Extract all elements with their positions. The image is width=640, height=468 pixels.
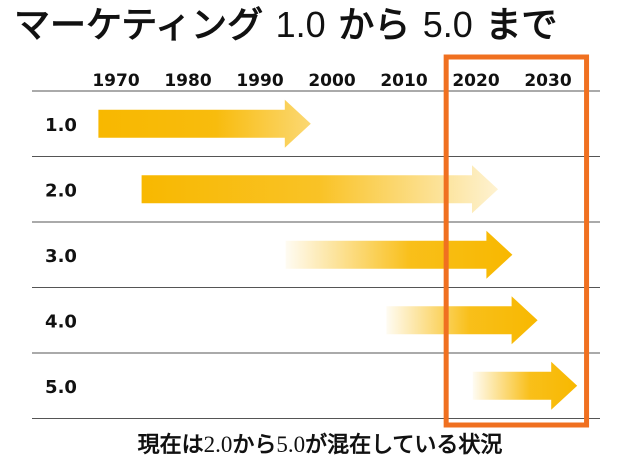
title-text-2: から — [325, 5, 423, 46]
year-label-1980: 1980 — [164, 71, 211, 91]
footer-caption: 現在は2.0から5.0が混在している状況 — [0, 428, 640, 462]
current-period-highlight — [443, 54, 590, 428]
title-version-end: 5.0 — [422, 4, 473, 45]
year-label-2000: 2000 — [308, 71, 355, 91]
title-text-3: まで — [472, 5, 558, 46]
footer-text-3: が混在している状況 — [305, 433, 503, 458]
arrow-3.0 — [285, 230, 513, 279]
arrow-5.0 — [472, 361, 578, 410]
year-label-2020: 2020 — [452, 71, 499, 91]
arrow-2.0 — [141, 165, 498, 214]
timeline-diagram: 1970 1980 1990 2000 2010 2020 2030 1.0 2.0 3.0 4.… — [32, 54, 600, 428]
footer-text-2: から — [232, 433, 277, 458]
arrow-4.0 — [386, 296, 538, 345]
row-label-5.0: 5.0 — [45, 377, 77, 398]
version-arrows — [98, 99, 578, 410]
year-label-1970: 1970 — [92, 71, 139, 91]
title-version-start: 1.0 — [275, 4, 326, 45]
row-label-2.0: 2.0 — [45, 180, 77, 201]
year-label-1990: 1990 — [236, 71, 283, 91]
year-label-2010: 2010 — [380, 71, 427, 91]
version-labels: 1.0 2.0 3.0 4.0 5.0 — [45, 115, 77, 398]
row-label-4.0: 4.0 — [45, 311, 77, 332]
row-dividers — [32, 90, 600, 419]
footer-version-start: 2.0 — [203, 432, 233, 457]
footer-text-1: 現在は — [137, 433, 204, 458]
row-label-1.0: 1.0 — [45, 115, 77, 136]
title-text-1: マーケティング — [14, 5, 276, 46]
year-label-2030: 2030 — [524, 71, 571, 91]
year-axis: 1970 1980 1990 2000 2010 2020 2030 — [92, 71, 571, 91]
footer-version-end: 5.0 — [276, 432, 306, 457]
row-label-3.0: 3.0 — [45, 246, 77, 267]
arrow-1.0 — [98, 99, 311, 148]
page-title: マーケティング 1.0 から 5.0 まで — [14, 0, 634, 50]
